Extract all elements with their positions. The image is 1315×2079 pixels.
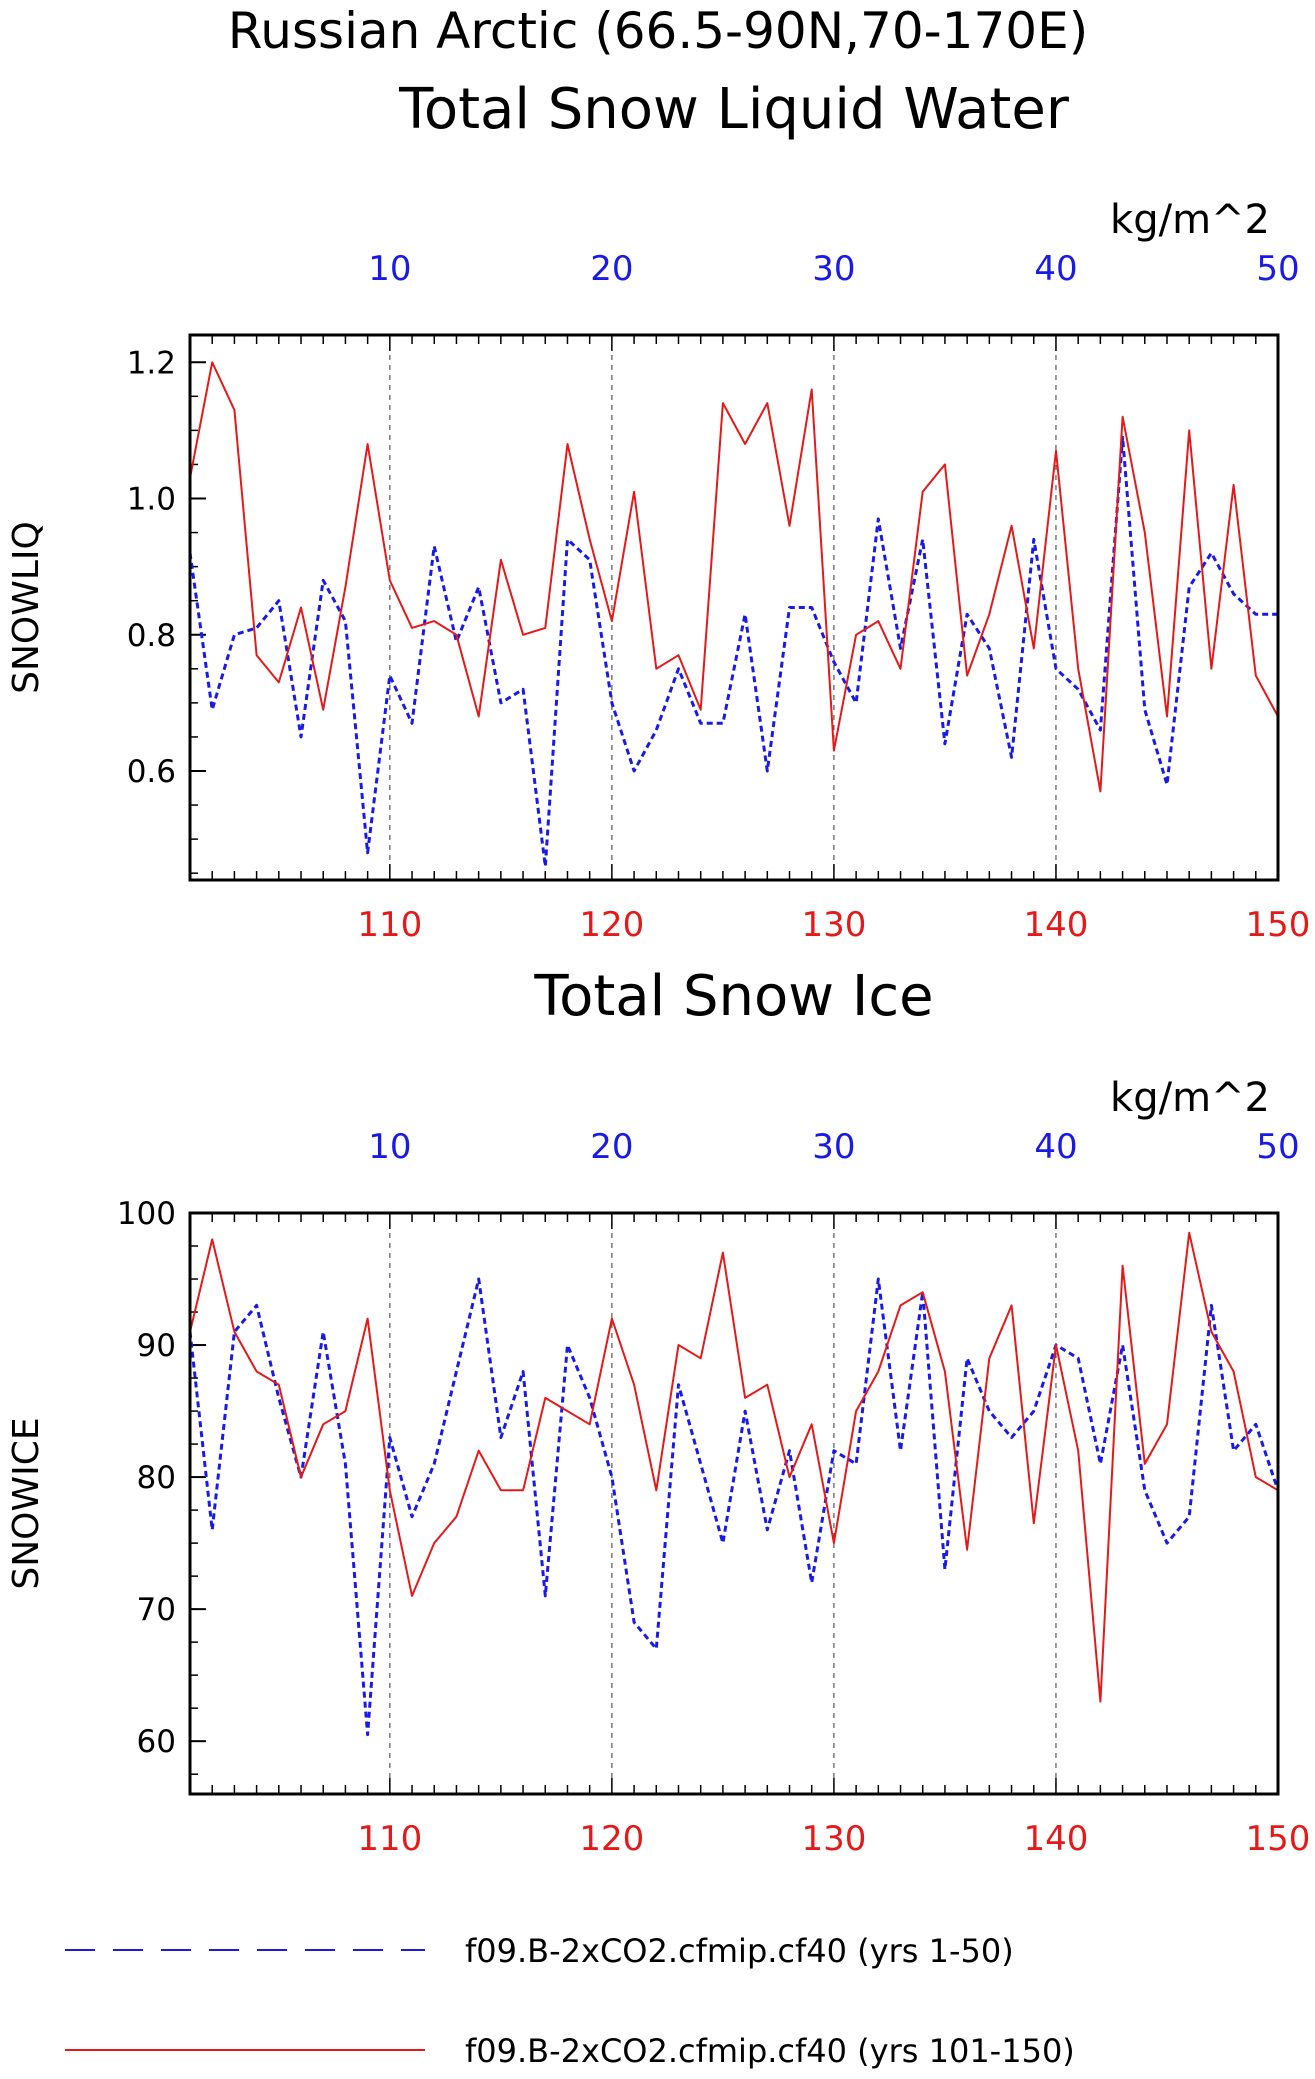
x-bottom-tick-label: 150 xyxy=(1246,1819,1311,1859)
x-top-tick-label: 40 xyxy=(1034,1127,1077,1167)
snowice-panel: Total Snow Ice kg/m^2 SNOWICE 60 70 80 90 100 11… xyxy=(6,964,1310,1859)
plot-frame xyxy=(188,1211,1280,1796)
series-line-0 xyxy=(188,1277,1280,1737)
series-line-1 xyxy=(189,361,1279,793)
x-top-tick-label: 10 xyxy=(368,1127,411,1167)
snowliq-panel: Total Snow Liquid Water kg/m^2 SNOWLIQ 0.6 0… xyxy=(6,77,1310,945)
y-tick-label: 70 xyxy=(137,1592,176,1628)
units-label: kg/m^2 xyxy=(1110,1075,1270,1121)
x-bottom-tick-label: 150 xyxy=(1246,905,1311,945)
x-top-tick-label: 50 xyxy=(1256,1127,1299,1167)
x-bottom-tick-label: 130 xyxy=(801,905,866,945)
y-tick-label: 1.2 xyxy=(127,345,176,381)
x-top-tick-label: 20 xyxy=(590,1127,633,1167)
series-line-1 xyxy=(189,1231,1279,1703)
x-bottom-tick-label: 120 xyxy=(579,905,644,945)
legend: f09.B-2xCO2.cfmip.cf40 (yrs 1-50) f09.B-2… xyxy=(65,1932,1075,2070)
x-bottom-tick-label: 140 xyxy=(1024,905,1089,945)
units-label: kg/m^2 xyxy=(1110,197,1270,243)
x-top-tick-label: 50 xyxy=(1256,249,1299,289)
panel-title: Total Snow Liquid Water xyxy=(398,77,1070,142)
legend-label-1: f09.B-2xCO2.cfmip.cf40 (yrs 101-150) xyxy=(465,2032,1075,2070)
legend-label-0: f09.B-2xCO2.cfmip.cf40 (yrs 1-50) xyxy=(465,1932,1014,1970)
y-axis-label: SNOWLIQ xyxy=(6,521,47,694)
series-line-0 xyxy=(188,435,1278,868)
x-top-tick-label: 30 xyxy=(812,249,855,289)
y-tick-label: 0.8 xyxy=(127,618,176,654)
x-bottom-tick-label: 110 xyxy=(357,905,422,945)
x-bottom-tick-label: 120 xyxy=(579,1819,644,1859)
y-tick-label: 90 xyxy=(137,1328,176,1364)
x-bottom-tick-label: 110 xyxy=(357,1819,422,1859)
plot-frame xyxy=(188,333,1280,882)
figure-title: Russian Arctic (66.5-90N,70-170E) xyxy=(228,2,1088,60)
panel-title: Total Snow Ice xyxy=(533,964,933,1029)
y-tick-label: 100 xyxy=(117,1196,176,1232)
x-bottom-tick-label: 140 xyxy=(1024,1819,1089,1859)
y-axis-label: SNOWICE xyxy=(6,1417,47,1589)
y-tick-label: 0.6 xyxy=(127,754,176,790)
x-top-tick-label: 30 xyxy=(812,1127,855,1167)
y-tick-label: 60 xyxy=(137,1724,176,1760)
y-tick-label: 1.0 xyxy=(127,482,176,518)
x-top-tick-label: 20 xyxy=(590,249,633,289)
x-bottom-tick-label: 130 xyxy=(801,1819,866,1859)
x-top-tick-label: 10 xyxy=(368,249,411,289)
y-tick-label: 80 xyxy=(137,1460,176,1496)
x-top-tick-label: 40 xyxy=(1034,249,1077,289)
